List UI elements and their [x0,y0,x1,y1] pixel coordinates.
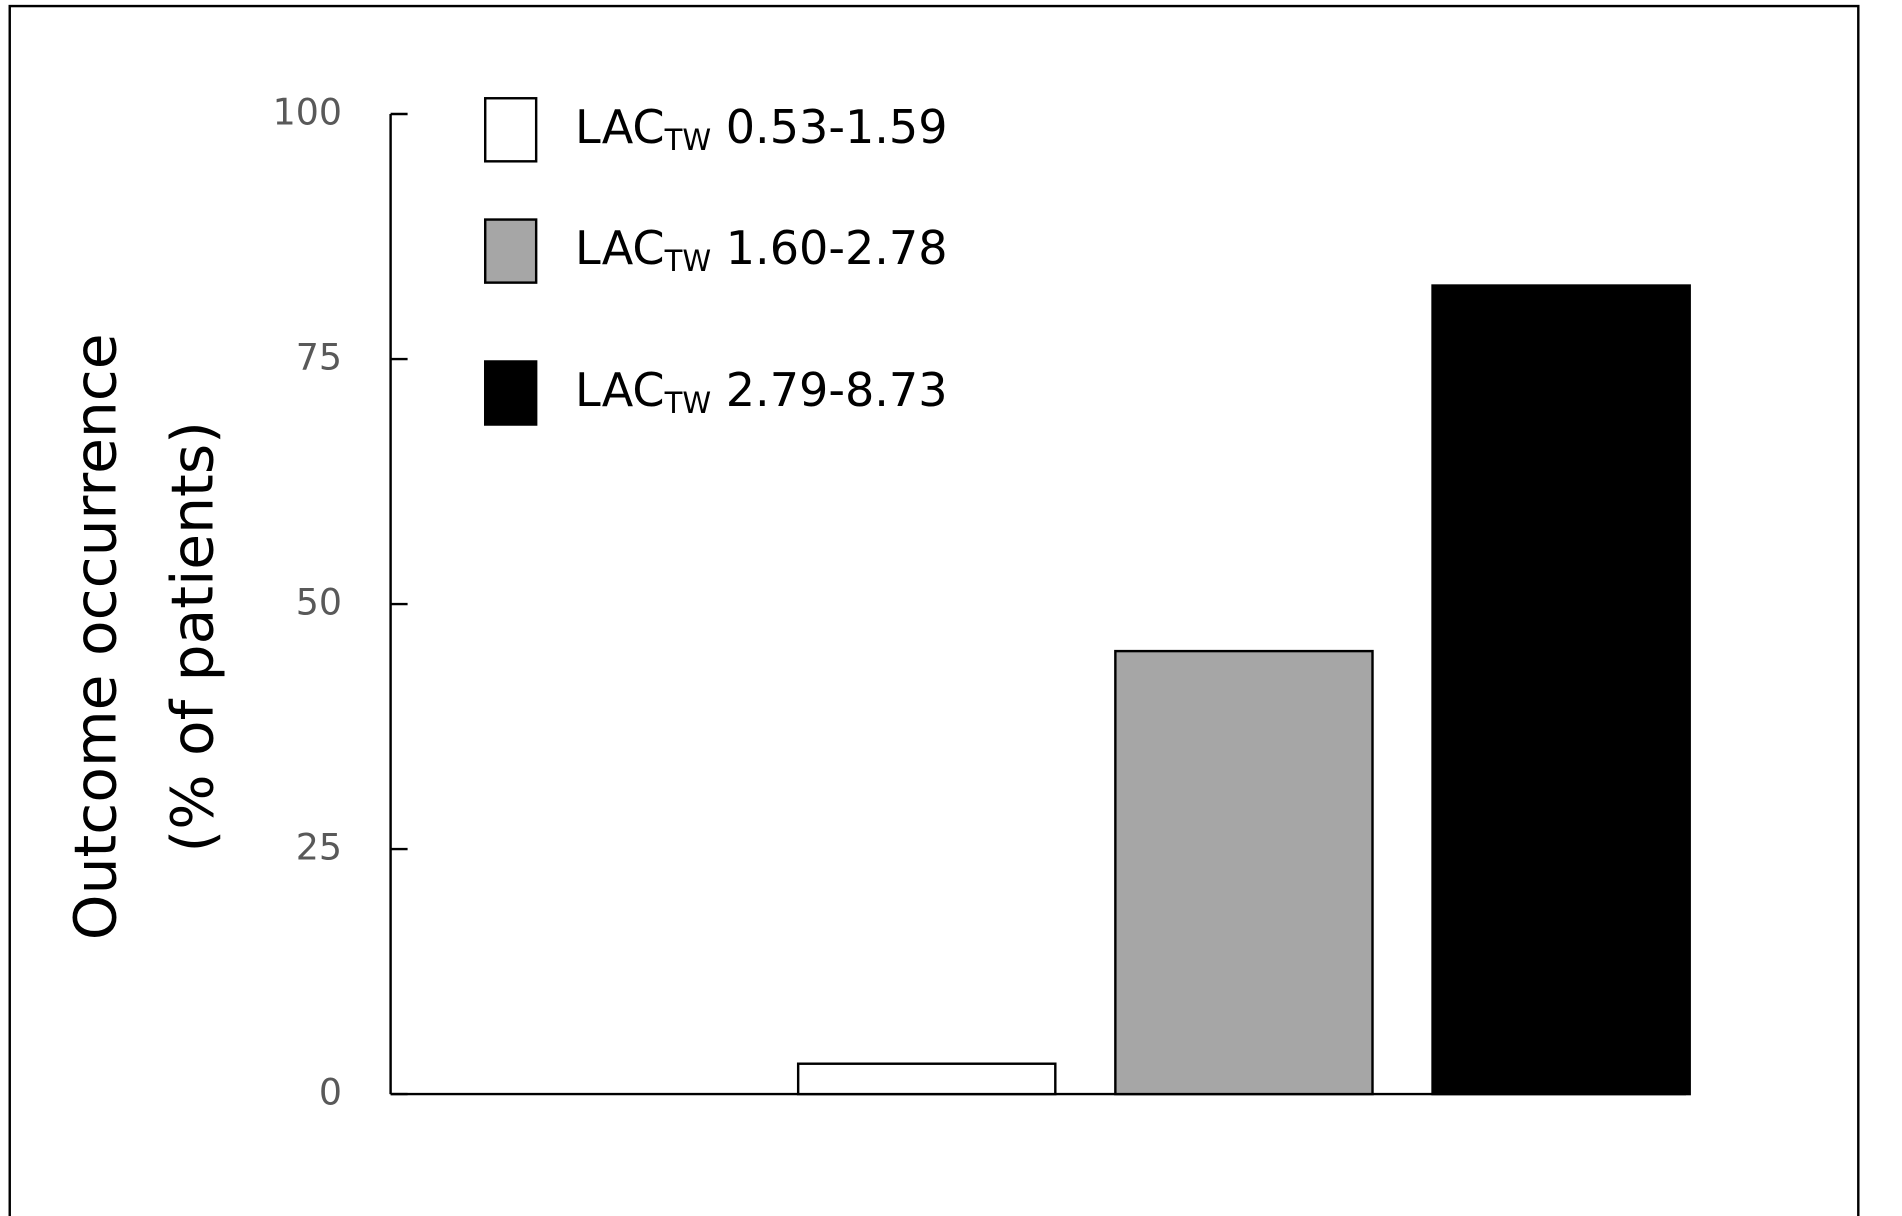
y-tick-label: 100 [273,91,342,134]
legend-name: LAC [575,363,665,417]
legend-name: LAC [575,221,665,275]
legend-label: LACTW 0.53-1.59 [575,99,948,157]
legend-swatch [484,218,538,284]
bar [1431,284,1691,1096]
legend-subscript: TW [664,123,712,157]
legend-range: 1.60-2.78 [726,221,948,275]
y-tick-label: 75 [296,336,342,379]
legend-subscript: TW [664,386,712,420]
legend-swatch [484,360,538,426]
y-tick-label: 0 [319,1071,342,1114]
legend-subscript: TW [664,244,712,278]
bar [796,1062,1057,1096]
y-tick-label: 50 [296,581,342,624]
legend-range: 0.53-1.59 [726,99,948,153]
y-tick-label: 25 [296,826,342,869]
legend-label: LACTW 1.60-2.78 [575,221,948,279]
y-axis-label: Outcome occurrence [62,333,130,940]
legend-name: LAC [575,99,665,153]
bar [1114,649,1374,1096]
y-axis-label: (% of patients) [159,421,227,852]
legend-label: LACTW 2.79-8.73 [575,363,948,421]
legend-swatch [484,97,538,163]
frame [8,4,1860,1216]
legend-range: 2.79-8.73 [726,363,948,417]
